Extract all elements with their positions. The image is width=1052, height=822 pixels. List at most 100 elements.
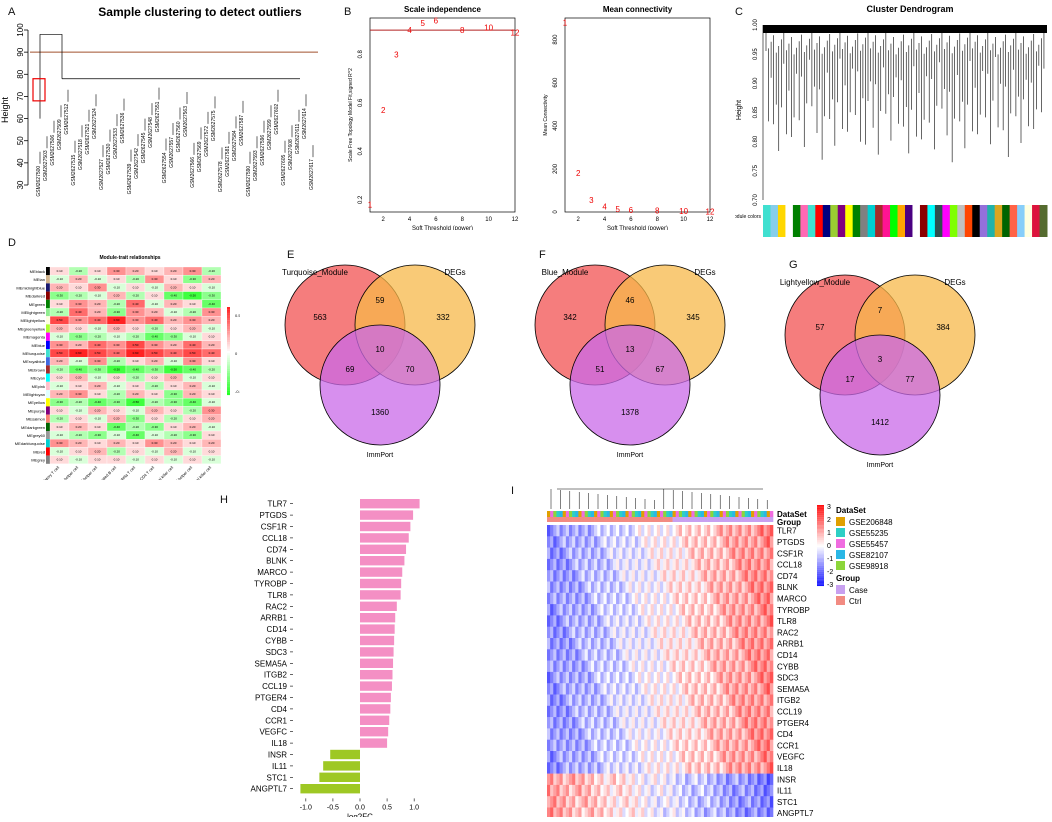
heatmap-cell — [744, 671, 749, 684]
heatmap-cell — [760, 705, 764, 718]
heatmap-cell — [722, 536, 727, 548]
heatmap-cell — [747, 683, 752, 695]
cell-value: 0.30 — [190, 318, 196, 322]
heatmap-cell — [572, 581, 576, 594]
module-color-bar — [867, 205, 876, 237]
color-scale — [817, 544, 824, 546]
heatmap-cell — [590, 570, 595, 582]
cell-value: 0.20 — [171, 318, 177, 322]
heatmap-cell — [634, 592, 639, 605]
heatmap-cell — [688, 683, 692, 695]
heatmap-cell — [644, 773, 648, 786]
heatmap-cell — [729, 739, 733, 752]
heatmap-cell — [587, 807, 592, 820]
dataset-legend-label: GSE206848 — [849, 518, 893, 527]
heatmap-cell — [732, 773, 736, 786]
heatmap-cell — [716, 660, 720, 673]
group-annotation — [710, 517, 714, 522]
sample-label: GSM2627614 — [302, 108, 308, 139]
legend-gradient — [227, 388, 230, 391]
scale-independence-point: 4 — [407, 26, 412, 35]
heatmap-cell — [653, 536, 658, 548]
gene-label: SEMA5A — [255, 659, 288, 668]
heatmap-cell — [669, 762, 673, 774]
heatmap-cell — [738, 581, 742, 594]
heatmap-cell — [694, 615, 698, 627]
heatmap-cell — [609, 694, 614, 707]
heatmap-cell — [650, 751, 655, 763]
heatmap-cell — [619, 717, 623, 729]
heatmap-cell — [744, 660, 749, 673]
sample-label: GSM2627512 — [64, 104, 70, 135]
heatmap-cell — [666, 547, 670, 560]
heatmap-cell — [681, 615, 686, 627]
heatmap-cell — [638, 751, 642, 763]
heatmap-cell — [678, 525, 683, 537]
color-scale — [817, 583, 824, 585]
heatmap-cell — [691, 683, 695, 695]
heatmap-cell — [681, 694, 686, 707]
scale-independence-x-tick: 4 — [408, 217, 412, 223]
heatmap-cell — [688, 671, 692, 684]
heatmap-cell — [766, 796, 771, 808]
heatmap-cell — [719, 570, 724, 582]
heatmap-cell — [700, 547, 705, 560]
group-annotation — [725, 517, 730, 522]
heatmap-cell — [760, 558, 764, 571]
heatmap-cell — [675, 547, 680, 560]
heatmap-cell — [644, 728, 648, 740]
heatmap-cell — [751, 525, 755, 537]
heatmap-cell — [669, 660, 673, 673]
heatmap-cell — [707, 558, 711, 571]
group-annotation — [622, 517, 626, 522]
module-color-bar — [934, 205, 943, 237]
heatmap-cell — [769, 547, 774, 560]
heatmap-cell — [631, 626, 636, 639]
gene-label: CYBB — [265, 637, 287, 646]
heatmap-cell — [672, 558, 676, 571]
row-label: MEdarkred — [25, 294, 45, 299]
cell-value: 0.10 — [133, 359, 139, 363]
heatmap-cell — [678, 615, 683, 627]
heatmap-cell — [754, 784, 758, 797]
heatmap-cell — [603, 796, 607, 808]
heatmap-cell — [597, 536, 601, 548]
heatmap-cell — [572, 592, 576, 605]
panel-i: I DataSet Group TLR7 PTGDS CSF1R CCL18 CD74 BLN… — [505, 475, 1052, 820]
heatmap-cell — [722, 604, 727, 616]
heatmap-cell — [606, 694, 611, 707]
dataset-annotation — [732, 511, 736, 517]
heatmap-cell — [729, 705, 733, 718]
cell-value: 0.20 — [76, 376, 82, 380]
cell-value: 0.20 — [209, 417, 215, 421]
heatmap-cell — [628, 705, 633, 718]
heatmap-cell — [565, 717, 570, 729]
heatmap-cell — [550, 626, 554, 639]
heatmap-cell — [556, 784, 560, 797]
module-color-bar — [815, 205, 824, 237]
heatmap-cell — [685, 615, 689, 627]
heatmap-cell — [672, 660, 676, 673]
heatmap-cell — [732, 649, 736, 661]
heatmap-cell — [732, 694, 736, 707]
heatmap-cell — [757, 705, 761, 718]
heatmap-cell — [600, 773, 604, 786]
heatmap-cell — [572, 558, 576, 571]
cell-value: -0.50 — [113, 367, 120, 371]
heatmap-cell — [547, 525, 551, 537]
heatmap-cell — [694, 683, 698, 695]
heatmap-cell — [590, 626, 595, 639]
log2fc-bar — [360, 635, 395, 646]
heatmap-cell — [710, 558, 714, 571]
heatmap-cell — [725, 762, 730, 774]
heatmap-cell — [650, 705, 655, 718]
heatmap-cell — [660, 615, 664, 627]
group-annotation — [647, 517, 651, 522]
heatmap-cell — [663, 570, 667, 582]
col-label: Regulatory T cell — [36, 465, 61, 480]
heatmap-cell — [685, 739, 689, 752]
heatmap-cell — [766, 784, 771, 797]
heatmap-cell — [747, 626, 752, 639]
heatmap-cell — [619, 536, 623, 548]
heatmap-cell — [594, 660, 598, 673]
